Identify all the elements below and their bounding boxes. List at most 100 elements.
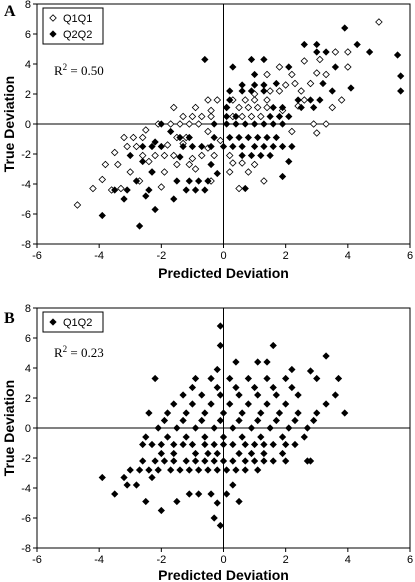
y-tick-label: 8 bbox=[25, 0, 31, 11]
data-point bbox=[188, 142, 197, 151]
data-point bbox=[303, 424, 312, 432]
data-point bbox=[120, 473, 128, 482]
data-point bbox=[312, 129, 321, 137]
data-point bbox=[173, 424, 181, 432]
data-point bbox=[157, 142, 165, 151]
data-point bbox=[207, 160, 215, 169]
data-point bbox=[229, 424, 237, 432]
data-point bbox=[275, 112, 284, 121]
data-point bbox=[117, 184, 125, 193]
panel-letter: B bbox=[4, 310, 15, 327]
data-point bbox=[216, 322, 225, 330]
data-point bbox=[247, 449, 256, 458]
data-point bbox=[229, 142, 237, 151]
data-point bbox=[260, 142, 268, 151]
data-point bbox=[188, 154, 197, 163]
data-point bbox=[195, 177, 203, 185]
data-point bbox=[322, 400, 330, 408]
data-point bbox=[285, 63, 293, 71]
x-tick-label: -4 bbox=[94, 554, 104, 566]
data-point bbox=[148, 168, 156, 176]
data-point bbox=[250, 383, 259, 392]
data-point bbox=[269, 142, 277, 151]
data-point bbox=[247, 112, 256, 121]
data-point bbox=[275, 409, 284, 417]
data-point bbox=[266, 87, 274, 95]
data-point bbox=[253, 103, 262, 112]
data-point bbox=[201, 457, 209, 465]
data-point bbox=[176, 120, 184, 128]
data-point bbox=[282, 400, 290, 408]
data-point bbox=[198, 391, 206, 399]
data-point bbox=[282, 457, 290, 465]
x-tick-label: -2 bbox=[156, 554, 166, 566]
data-point bbox=[210, 151, 218, 160]
data-point bbox=[213, 499, 221, 507]
data-point bbox=[210, 514, 218, 522]
data-point bbox=[244, 133, 252, 142]
data-point bbox=[250, 120, 259, 128]
y-tick-label: 0 bbox=[25, 119, 31, 131]
data-point bbox=[322, 48, 330, 56]
data-point bbox=[176, 133, 184, 142]
data-point bbox=[151, 205, 159, 214]
data-point bbox=[375, 18, 383, 26]
data-point bbox=[151, 457, 159, 465]
data-point bbox=[278, 172, 287, 181]
data-point bbox=[207, 490, 215, 498]
data-point bbox=[157, 183, 166, 191]
data-point bbox=[300, 433, 308, 441]
y-tick-label: -8 bbox=[21, 239, 31, 251]
data-point bbox=[269, 120, 277, 128]
legend-marker-icon bbox=[49, 30, 57, 38]
y-tick-label: 2 bbox=[25, 393, 31, 405]
data-point bbox=[238, 112, 246, 121]
data-point bbox=[170, 457, 178, 465]
data-point bbox=[226, 400, 234, 408]
r-squared-annotation: R2 = 0.50 bbox=[54, 62, 104, 78]
data-point bbox=[138, 133, 147, 142]
data-point bbox=[254, 466, 262, 474]
y-axis-title: True Deviation bbox=[1, 380, 17, 476]
data-point bbox=[266, 112, 274, 121]
data-point bbox=[229, 159, 237, 167]
data-point bbox=[260, 87, 268, 95]
series-q2q2 bbox=[98, 24, 405, 230]
y-tick-label: 6 bbox=[25, 333, 31, 345]
data-point bbox=[235, 416, 243, 425]
data-point bbox=[98, 175, 107, 184]
data-point bbox=[226, 96, 234, 104]
data-point bbox=[341, 409, 349, 417]
data-point bbox=[191, 424, 200, 432]
data-point bbox=[213, 466, 221, 474]
data-point bbox=[110, 148, 119, 157]
data-point bbox=[210, 440, 218, 449]
data-point bbox=[269, 457, 277, 465]
y-tick-label: -2 bbox=[21, 453, 31, 465]
data-point bbox=[111, 490, 119, 498]
data-point bbox=[201, 55, 209, 64]
data-point bbox=[300, 40, 308, 49]
data-point bbox=[269, 341, 277, 350]
y-tick-label: -4 bbox=[21, 179, 31, 191]
data-point bbox=[232, 120, 240, 128]
legend: Q1Q2 bbox=[42, 311, 104, 333]
data-point bbox=[139, 142, 147, 151]
data-point bbox=[272, 416, 280, 425]
data-point bbox=[260, 440, 268, 449]
data-point bbox=[160, 457, 169, 465]
data-point bbox=[226, 133, 234, 142]
data-point bbox=[163, 433, 172, 441]
data-point bbox=[235, 497, 243, 506]
data-point bbox=[188, 383, 197, 392]
data-point bbox=[229, 63, 237, 71]
data-point bbox=[306, 96, 315, 104]
data-point bbox=[148, 440, 156, 449]
data-point bbox=[341, 24, 349, 32]
data-point bbox=[294, 391, 302, 399]
data-point bbox=[179, 391, 187, 399]
legend-marker-icon bbox=[49, 14, 57, 22]
data-point bbox=[257, 112, 265, 121]
data-point bbox=[238, 433, 246, 441]
